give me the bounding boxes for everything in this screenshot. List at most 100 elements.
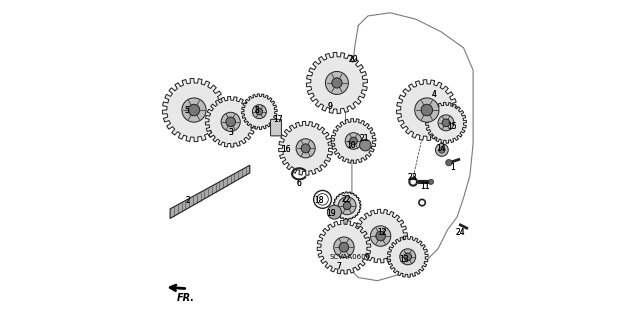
- Text: 15: 15: [447, 122, 456, 130]
- Polygon shape: [241, 94, 277, 130]
- Circle shape: [349, 137, 357, 145]
- Text: 22: 22: [342, 195, 351, 204]
- Text: 19: 19: [326, 209, 335, 218]
- Circle shape: [360, 139, 371, 151]
- Circle shape: [400, 249, 416, 265]
- Text: 18: 18: [315, 196, 324, 205]
- Polygon shape: [325, 71, 348, 94]
- Text: 2: 2: [186, 197, 191, 205]
- Text: 18: 18: [315, 196, 324, 205]
- Polygon shape: [163, 78, 226, 142]
- Polygon shape: [333, 237, 354, 257]
- Text: 8: 8: [255, 106, 259, 115]
- Circle shape: [221, 112, 240, 131]
- Text: SCVAA0600: SCVAA0600: [330, 254, 371, 260]
- Text: 13: 13: [399, 256, 408, 264]
- Polygon shape: [400, 249, 416, 265]
- Circle shape: [182, 98, 206, 122]
- Text: 17: 17: [273, 115, 283, 124]
- Polygon shape: [371, 226, 391, 246]
- Text: 15: 15: [447, 122, 456, 130]
- Polygon shape: [397, 80, 457, 140]
- Text: 6: 6: [296, 179, 301, 188]
- Polygon shape: [426, 102, 467, 143]
- Text: 2: 2: [186, 197, 191, 205]
- Circle shape: [333, 237, 354, 257]
- Polygon shape: [205, 97, 256, 147]
- Text: 14: 14: [436, 144, 445, 153]
- Polygon shape: [415, 98, 439, 122]
- Text: 12: 12: [378, 228, 387, 237]
- Text: 9: 9: [328, 102, 333, 111]
- Circle shape: [445, 160, 452, 166]
- Circle shape: [325, 71, 348, 94]
- Text: 10: 10: [346, 141, 356, 150]
- Text: 24: 24: [456, 228, 465, 237]
- Circle shape: [332, 78, 342, 88]
- Text: 12: 12: [378, 228, 387, 237]
- Circle shape: [338, 197, 356, 215]
- Text: 4: 4: [432, 90, 436, 99]
- Circle shape: [188, 104, 200, 116]
- Text: 1: 1: [450, 163, 455, 172]
- Text: 5: 5: [184, 106, 189, 115]
- Circle shape: [371, 226, 391, 246]
- Circle shape: [438, 147, 445, 153]
- Text: 7: 7: [337, 262, 342, 271]
- Polygon shape: [338, 197, 356, 215]
- Polygon shape: [438, 115, 454, 131]
- Text: 7: 7: [337, 262, 342, 271]
- Polygon shape: [252, 105, 266, 119]
- Polygon shape: [333, 192, 361, 220]
- Text: 21: 21: [359, 134, 369, 143]
- Polygon shape: [182, 98, 206, 122]
- Circle shape: [345, 133, 362, 149]
- Polygon shape: [331, 119, 376, 163]
- Circle shape: [296, 139, 316, 158]
- Text: 3: 3: [229, 128, 234, 137]
- Circle shape: [376, 231, 385, 241]
- Polygon shape: [307, 52, 367, 114]
- Text: 3: 3: [229, 128, 234, 137]
- Text: 1: 1: [450, 163, 455, 172]
- Circle shape: [438, 115, 454, 131]
- Circle shape: [339, 242, 349, 252]
- Text: 22: 22: [342, 195, 351, 204]
- Circle shape: [428, 179, 433, 184]
- Circle shape: [327, 205, 341, 219]
- Polygon shape: [170, 165, 250, 219]
- Text: 14: 14: [436, 144, 445, 153]
- Polygon shape: [317, 220, 371, 274]
- Text: 11: 11: [420, 182, 430, 191]
- Text: 5: 5: [184, 106, 189, 115]
- Circle shape: [343, 202, 351, 210]
- Text: 11: 11: [420, 182, 430, 191]
- Text: FR.: FR.: [177, 293, 195, 303]
- Circle shape: [442, 119, 450, 127]
- Text: 20: 20: [349, 55, 358, 63]
- Text: 19: 19: [326, 209, 335, 218]
- Circle shape: [404, 253, 412, 261]
- Text: 10: 10: [346, 141, 356, 150]
- Polygon shape: [278, 121, 333, 175]
- Text: 8: 8: [255, 106, 259, 115]
- Circle shape: [256, 108, 262, 115]
- Circle shape: [226, 117, 236, 127]
- Circle shape: [252, 105, 266, 119]
- FancyBboxPatch shape: [271, 119, 282, 136]
- Polygon shape: [345, 133, 362, 149]
- Polygon shape: [387, 236, 428, 277]
- Circle shape: [421, 104, 433, 116]
- Text: 16: 16: [281, 145, 291, 154]
- Text: 24: 24: [456, 228, 465, 237]
- Polygon shape: [296, 139, 316, 158]
- Text: 4: 4: [432, 90, 436, 99]
- Text: 17: 17: [273, 115, 283, 124]
- Text: 13: 13: [399, 256, 408, 264]
- Text: 21: 21: [359, 134, 369, 143]
- Polygon shape: [221, 112, 240, 131]
- Circle shape: [435, 144, 448, 156]
- Text: 16: 16: [281, 145, 291, 154]
- Circle shape: [415, 98, 439, 122]
- Text: 6: 6: [296, 179, 301, 188]
